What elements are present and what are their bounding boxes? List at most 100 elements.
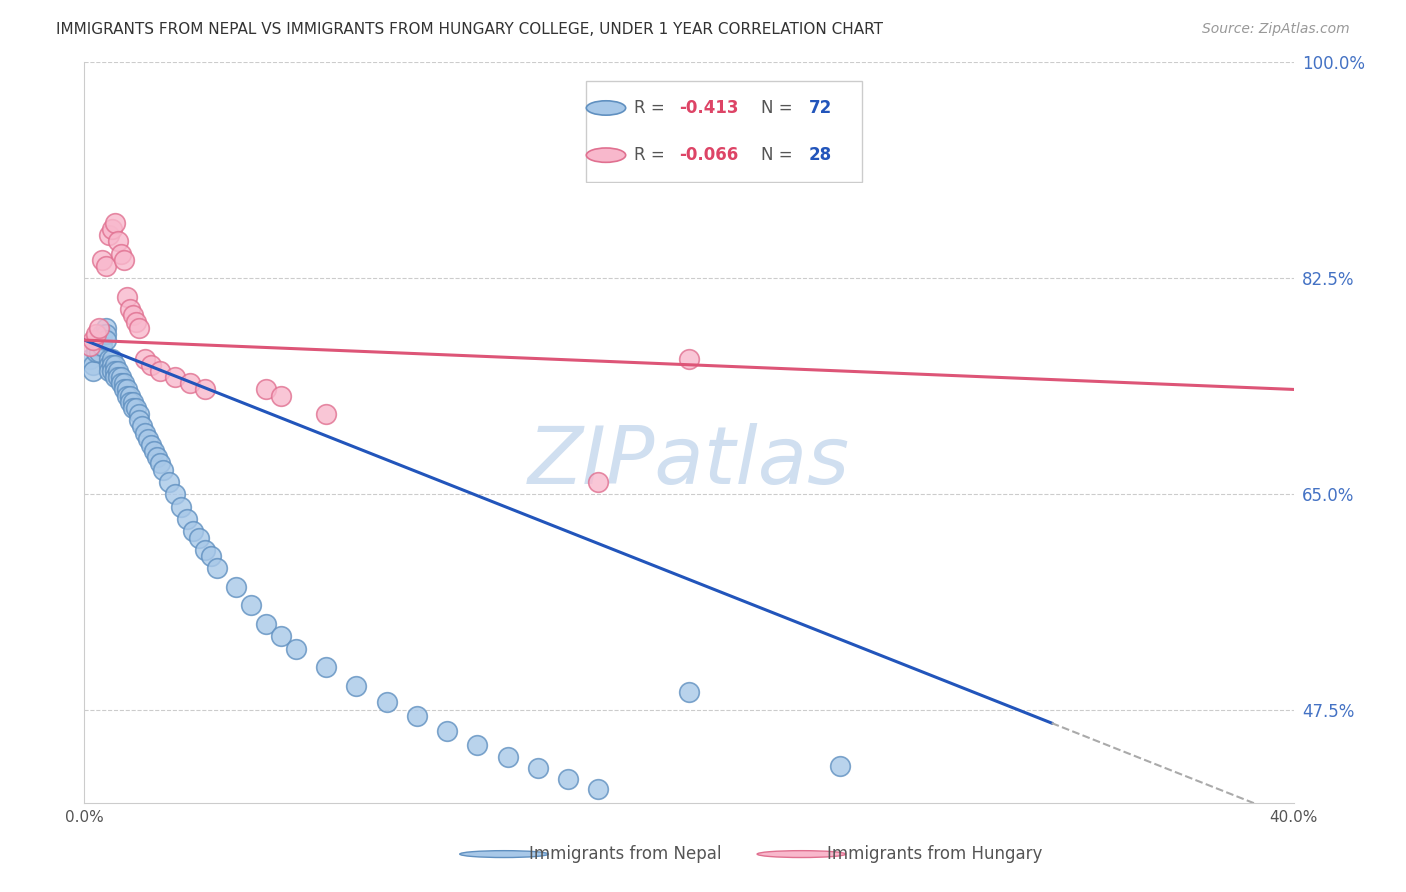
Text: N =: N = [761,99,797,117]
Point [557,772,579,787]
Point [200,549,222,563]
Point [100,222,122,236]
Point [115,290,138,304]
Text: Immigrants from Hungary: Immigrants from Hungary [827,845,1042,863]
Point [194,383,217,397]
Text: 28: 28 [808,146,831,164]
Point [315,407,337,421]
Point [139,358,162,372]
Point [136,432,159,446]
Point [100,358,122,372]
FancyBboxPatch shape [586,81,862,182]
Point [112,252,135,267]
Point [128,413,150,427]
Point [112,376,135,391]
Point [254,383,277,397]
Point [89,333,111,347]
Point [115,389,138,403]
Point [110,246,132,260]
Point [110,370,132,384]
Text: 72: 72 [808,99,832,117]
Point [100,351,122,366]
Point [121,401,143,415]
Point [139,438,162,452]
Point [97,351,120,366]
Point [91,339,114,353]
Point [89,345,111,359]
Point [346,679,368,693]
Point [181,524,204,539]
Point [79,351,101,366]
Text: N =: N = [761,146,797,164]
Point [125,401,148,415]
Point [89,339,111,353]
Point [588,475,610,489]
Point [239,599,262,613]
Point [152,462,174,476]
Point [82,364,104,378]
Point [97,358,120,372]
Point [375,695,398,709]
Point [125,314,148,328]
Point [118,302,141,317]
Point [94,333,117,347]
Text: Immigrants from Nepal: Immigrants from Nepal [530,845,721,863]
Point [176,512,198,526]
Point [131,419,153,434]
Text: -0.413: -0.413 [679,99,738,117]
Point [100,364,122,378]
Point [110,376,132,391]
Point [94,259,117,273]
Point [165,370,187,384]
Point [678,685,700,699]
Point [188,531,211,545]
Point [104,358,127,372]
Point [179,376,201,391]
Point [86,339,108,353]
Point [97,364,120,378]
Point [121,394,143,409]
Point [94,326,117,341]
Text: Source: ZipAtlas.com: Source: ZipAtlas.com [1202,22,1350,37]
Point [496,750,519,764]
Point [285,641,308,656]
Point [115,383,138,397]
Circle shape [758,851,846,857]
Circle shape [586,101,626,115]
Point [165,487,187,501]
Circle shape [586,148,626,162]
Point [270,389,292,403]
Point [104,216,127,230]
Point [194,542,217,557]
Point [134,351,156,366]
Point [104,364,127,378]
Point [82,333,104,347]
Point [118,389,141,403]
Point [89,320,111,334]
Point [107,364,129,378]
Point [270,629,292,643]
Point [146,450,169,465]
Point [588,782,610,797]
Point [121,309,143,323]
Point [86,326,108,341]
Point [107,235,129,249]
Text: ZIPatlas: ZIPatlas [527,423,851,501]
Point [118,394,141,409]
Text: R =: R = [634,99,671,117]
Point [207,561,229,575]
Point [128,320,150,334]
Point [225,580,247,594]
Point [830,758,852,772]
Point [315,660,337,674]
Point [527,761,550,775]
Point [142,444,165,458]
Point [436,724,458,739]
Point [79,339,101,353]
Point [91,326,114,341]
Point [91,333,114,347]
Point [104,370,127,384]
Point [86,345,108,359]
Point [406,709,429,723]
Circle shape [460,851,548,857]
